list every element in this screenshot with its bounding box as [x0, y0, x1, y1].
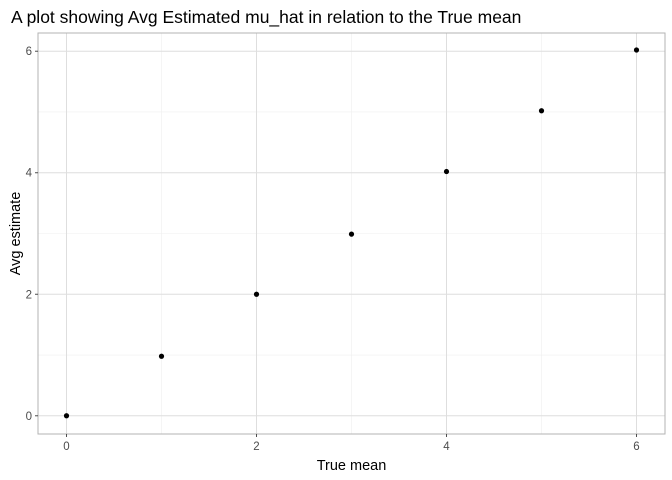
panel-border: [37, 32, 666, 435]
data-point: [538, 108, 545, 114]
x-tick-label: 0: [63, 441, 69, 453]
chart-title: A plot showing Avg Estimated mu_hat in r…: [11, 7, 521, 28]
plot-panel: 0 2 4 6 0 2 4 6: [26, 32, 666, 453]
x-tick-label: 6: [633, 441, 639, 453]
grid-lines: [38, 33, 665, 434]
y-tick-label: 4: [26, 168, 33, 180]
data-point: [63, 413, 70, 419]
y-tick-label: 6: [26, 46, 32, 58]
x-tick-label: 4: [443, 441, 450, 453]
data-points: [63, 47, 640, 419]
data-point: [443, 168, 450, 175]
x-axis-title: True mean: [317, 458, 387, 474]
axis-ticks: 0 2 4 6 0 2 4 6: [26, 46, 640, 453]
data-point: [348, 231, 355, 237]
data-point: [633, 47, 640, 53]
data-point: [253, 291, 260, 297]
y-tick-label: 2: [26, 289, 32, 301]
data-point: [158, 353, 165, 359]
x-tick-label: 2: [253, 441, 259, 453]
y-tick-label: 0: [26, 411, 32, 423]
y-axis-title: Avg estimate: [8, 192, 24, 276]
